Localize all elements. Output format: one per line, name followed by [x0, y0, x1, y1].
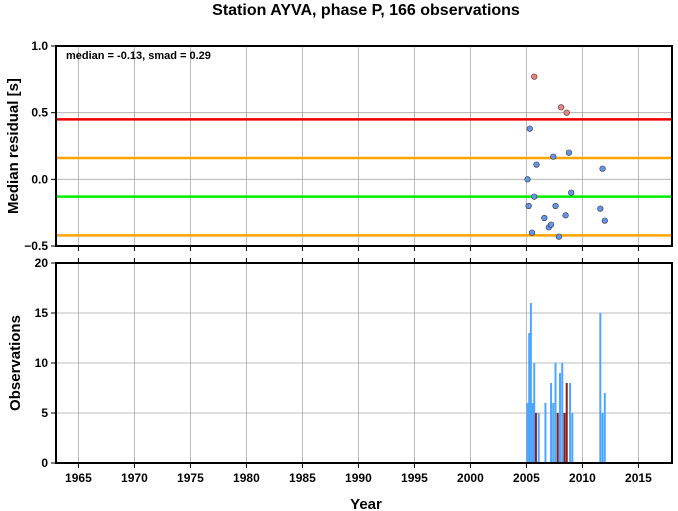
- data-point: [563, 109, 570, 116]
- x-tick-label: 1990: [345, 471, 372, 485]
- y-tick-label: 0.0: [31, 172, 48, 186]
- x-tick-label: 1975: [177, 471, 204, 485]
- bar: [601, 413, 604, 463]
- y-tick-label: 1.0: [31, 39, 48, 53]
- data-point: [599, 165, 606, 172]
- data-point: [524, 176, 531, 183]
- residual-y-ticks: 1.0 0.5 0.0 −0.5: [24, 39, 56, 253]
- y-tick-label: 20: [35, 256, 49, 270]
- bar: [569, 383, 572, 463]
- data-point: [552, 202, 559, 210]
- bar: [599, 313, 602, 463]
- residual-y-axis-label: Median residual [s]: [5, 78, 22, 214]
- data-point: [562, 212, 569, 219]
- chart-title: Station AYVA, phase P, 166 observations: [212, 2, 520, 19]
- bar: [559, 373, 561, 463]
- year-x-ticks: 1965 1970 1975 1980 1985 1990 1995 2000 2005 2010…: [65, 246, 652, 485]
- bar: [529, 303, 532, 463]
- data-point: [550, 153, 557, 160]
- data-point: [555, 233, 562, 240]
- bar: [533, 363, 536, 463]
- data-point: [597, 205, 604, 212]
- y-tick-label: 15: [35, 306, 49, 320]
- data-point: [531, 73, 538, 80]
- year-x-axis-label: Year: [350, 496, 382, 511]
- x-tick-label: 1980: [233, 471, 260, 485]
- x-tick-label: 2010: [569, 471, 596, 485]
- residual-panel: 1.0 0.5 0.0 −0.5 median = -0.13, smad = 0.2…: [5, 39, 673, 253]
- y-tick-label: 5: [41, 406, 48, 420]
- observations-y-ticks: 20 15 10 5 0: [35, 256, 56, 470]
- bar: [544, 403, 547, 463]
- bar: [528, 333, 531, 463]
- x-tick-label: 1985: [289, 471, 316, 485]
- data-point: [531, 193, 538, 200]
- y-tick-label: 0: [41, 456, 48, 470]
- residual-grid: [56, 46, 672, 246]
- data-point: [533, 161, 540, 168]
- bar: [537, 413, 540, 463]
- data-point: [601, 217, 608, 224]
- observation-bars: [526, 303, 606, 463]
- y-tick-label: −0.5: [24, 239, 48, 253]
- bar: [563, 413, 566, 463]
- x-tick-label: 1970: [121, 471, 148, 485]
- data-point: [525, 202, 532, 210]
- x-tick-label: 1995: [401, 471, 428, 485]
- bar: [556, 413, 559, 463]
- residual-points: [524, 73, 608, 240]
- data-point: [541, 214, 548, 222]
- residual-frame: [55, 45, 673, 247]
- data-point: [528, 229, 536, 236]
- bar: [554, 363, 557, 463]
- x-tick-label: 1965: [65, 471, 92, 485]
- data-point: [547, 221, 555, 228]
- data-point: [558, 104, 565, 111]
- bar: [534, 413, 537, 463]
- y-tick-label: 10: [35, 356, 49, 370]
- bar: [561, 363, 564, 463]
- observations-y-axis-label: Observations: [7, 315, 24, 411]
- observations-grid: [56, 263, 672, 463]
- y-tick-label: 0.5: [31, 106, 48, 120]
- bar: [526, 403, 529, 463]
- bar: [603, 393, 606, 463]
- bar: [550, 383, 553, 463]
- bar: [571, 413, 574, 463]
- bar: [565, 383, 568, 463]
- x-tick-label: 2015: [625, 471, 652, 485]
- x-tick-label: 2000: [457, 471, 484, 485]
- data-point: [568, 189, 575, 196]
- bar: [531, 403, 534, 463]
- x-tick-label: 2005: [513, 471, 540, 485]
- data-point: [526, 125, 533, 132]
- reference-lines: [56, 118, 672, 237]
- stats-annotation: median = -0.13, smad = 0.29: [66, 50, 211, 62]
- bar: [552, 403, 555, 463]
- data-point: [565, 149, 573, 156]
